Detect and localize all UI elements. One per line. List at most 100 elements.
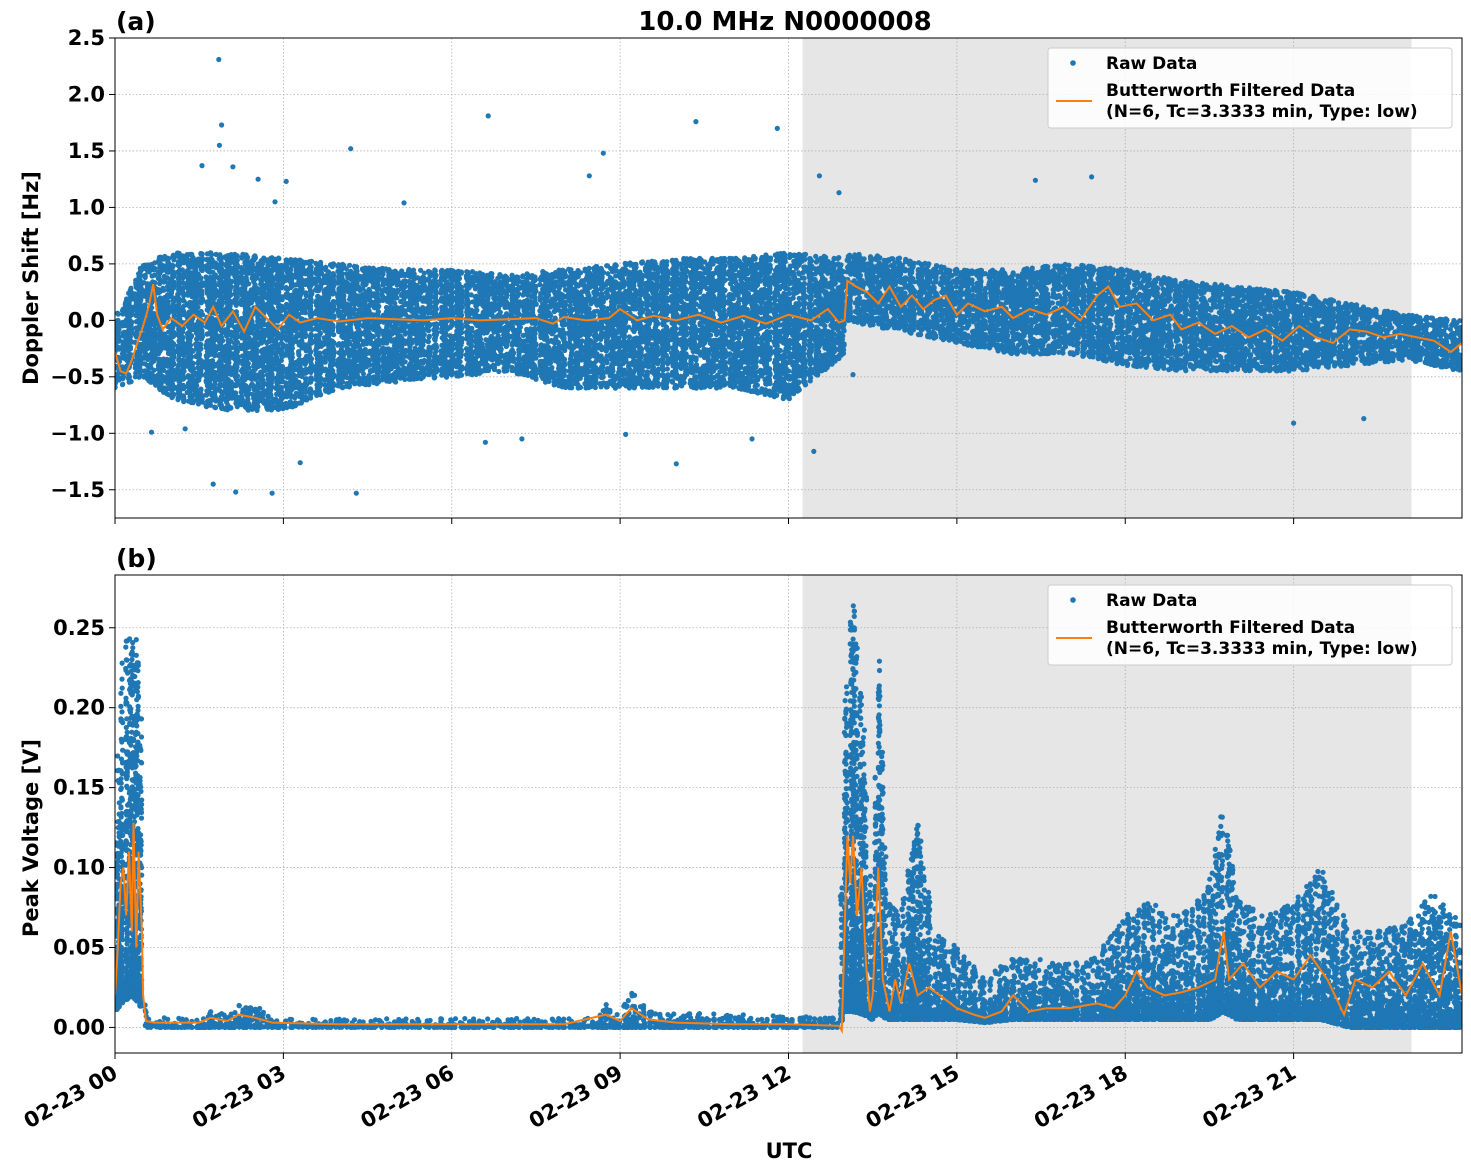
raw-data-point <box>198 275 204 281</box>
raw-data-point <box>164 313 170 319</box>
raw-data-point <box>278 340 284 346</box>
raw-data-point <box>198 326 204 332</box>
raw-data-point <box>115 317 121 323</box>
panel-a-y-axis-label: Doppler Shift [Hz] <box>19 171 43 385</box>
raw-data-point <box>170 264 176 270</box>
raw-data-point <box>171 391 177 397</box>
raw-data-point <box>347 305 353 311</box>
raw-data-point <box>234 257 240 263</box>
raw-data-point <box>325 295 331 301</box>
raw-data-point <box>329 261 335 267</box>
raw-data-point <box>198 387 204 393</box>
raw-data-point <box>170 285 177 291</box>
raw-data-point <box>128 325 134 331</box>
raw-data-point <box>193 386 199 392</box>
raw-data-point <box>198 250 204 257</box>
raw-data-point <box>212 404 218 410</box>
raw-data-point <box>140 335 147 342</box>
raw-data-point <box>289 345 295 351</box>
raw-data-point <box>330 308 336 314</box>
raw-data-point <box>141 305 147 311</box>
raw-data-point <box>253 350 259 356</box>
raw-data-point <box>198 265 204 271</box>
raw-data-point <box>170 358 176 365</box>
raw-data-point <box>307 284 313 290</box>
raw-data-point <box>308 349 314 355</box>
raw-data-point <box>180 384 187 390</box>
raw-data-point <box>126 374 132 380</box>
raw-data-point <box>296 351 302 357</box>
raw-data-point <box>233 376 239 382</box>
raw-data-point <box>128 291 134 297</box>
raw-data-point <box>260 377 266 383</box>
raw-data-point <box>234 292 240 298</box>
raw-data-points <box>115 56 1462 496</box>
raw-data-point <box>316 332 323 338</box>
raw-data-point <box>128 328 134 334</box>
panel-a: (a) Doppler Shift [Hz] −1.5−1.0−0.50.00.… <box>19 7 1463 524</box>
raw-data-point <box>269 371 275 377</box>
raw-data-point <box>133 330 139 336</box>
raw-data-point <box>229 279 235 285</box>
raw-data-point <box>227 269 233 275</box>
raw-data-point <box>329 273 335 279</box>
raw-data-point <box>211 295 217 301</box>
raw-data-point <box>127 334 133 340</box>
raw-data-point <box>190 360 196 366</box>
raw-data-point <box>218 334 224 340</box>
raw-data-point <box>242 275 248 282</box>
raw-data-point <box>302 396 308 403</box>
raw-data-point <box>278 262 284 269</box>
raw-data-point <box>307 386 313 392</box>
raw-data-point <box>128 379 134 385</box>
raw-data-point <box>346 383 353 389</box>
raw-data-point <box>267 393 273 399</box>
raw-data-point <box>180 329 186 335</box>
raw-data-point <box>317 383 323 390</box>
raw-data-point <box>132 374 138 380</box>
raw-data-point <box>198 342 204 348</box>
raw-data-point <box>283 284 289 291</box>
raw-data-point <box>318 259 324 265</box>
raw-data-point <box>176 262 182 268</box>
raw-data-point <box>233 253 239 259</box>
raw-data-point <box>356 337 362 343</box>
raw-data-point <box>152 336 158 343</box>
raw-data-point <box>362 282 369 288</box>
raw-data-point <box>128 285 134 291</box>
raw-data-point <box>141 345 147 351</box>
raw-data-point <box>317 391 323 397</box>
raw-data-point <box>129 311 135 317</box>
raw-data-point <box>120 381 126 387</box>
raw-data-point <box>170 383 176 389</box>
raw-data-point <box>302 333 308 340</box>
raw-data-point <box>288 285 294 291</box>
raw-data-point <box>151 327 157 333</box>
raw-data-point <box>198 296 204 302</box>
raw-data-point <box>115 311 121 317</box>
raw-data-point <box>228 284 234 290</box>
raw-data-point <box>228 405 234 411</box>
raw-data-point <box>259 318 266 324</box>
raw-data-point <box>288 278 295 284</box>
raw-data-point <box>330 353 336 359</box>
raw-data-point <box>169 321 176 328</box>
raw-data-point <box>331 313 337 319</box>
raw-data-point <box>252 253 258 259</box>
raw-data-point <box>151 367 157 373</box>
raw-data-point <box>366 330 372 336</box>
raw-data-point <box>227 379 233 385</box>
raw-data-point <box>188 333 195 339</box>
raw-data-point <box>142 272 148 279</box>
raw-data-point <box>331 332 337 338</box>
raw-data-point <box>353 266 359 272</box>
raw-data-point <box>259 373 266 379</box>
raw-data-point <box>211 279 217 285</box>
raw-data-point <box>234 362 240 368</box>
raw-data-point <box>244 254 251 260</box>
raw-data-point <box>268 304 274 311</box>
raw-data-point <box>234 353 240 359</box>
raw-data-point <box>176 377 182 383</box>
raw-data-point <box>233 272 239 278</box>
raw-data-point <box>309 270 315 276</box>
